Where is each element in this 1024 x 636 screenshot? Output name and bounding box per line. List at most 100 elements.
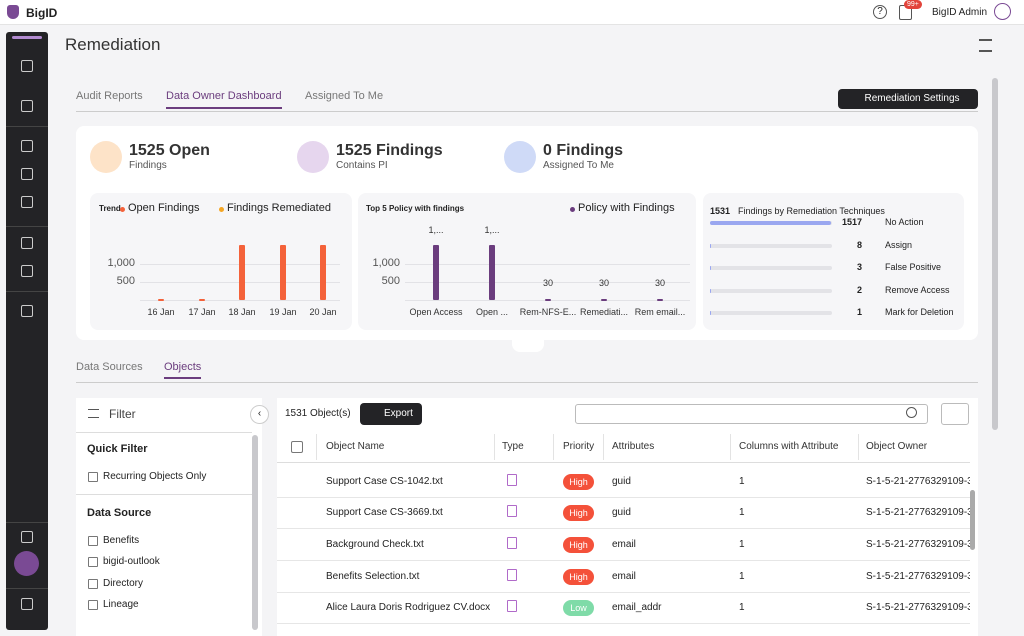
technique-label: False Positive [885,262,942,272]
summary-label: Contains PI [336,160,388,171]
column-header[interactable]: Object Owner [866,441,928,452]
collapse-handle[interactable] [512,340,544,352]
logo[interactable] [7,5,19,19]
collapse-button[interactable]: ‹ [250,405,269,424]
legend-label: Policy with Findings [578,202,675,214]
filter-option[interactable]: Lineage [103,598,139,610]
nav-icon[interactable] [21,305,33,317]
help-icon[interactable]: ? [873,5,887,19]
column-header[interactable]: Attributes [612,441,655,452]
x-tick-label: Open Access [409,307,463,317]
object-name[interactable]: Benefits Selection.txt [326,571,420,582]
checkbox[interactable] [88,578,98,589]
nav-icon[interactable] [21,531,33,543]
nav-icon[interactable] [21,100,33,112]
column-header[interactable]: Columns with Attribute [739,441,839,452]
technique-label: No Action [885,217,924,227]
nav-icon[interactable] [21,237,33,249]
badge: 99+ [904,0,922,9]
object-name[interactable]: Support Case CS-3669.txt [326,507,443,518]
export-button[interactable]: Export [360,403,422,425]
divider [76,432,252,433]
settings-button[interactable]: Remediation Settings [838,89,978,109]
checkbox[interactable] [88,536,98,546]
file-icon [507,474,517,486]
column-header[interactable]: Priority [563,441,595,452]
search-icon[interactable] [906,407,917,418]
filter-option[interactable]: Recurring Objects Only [103,471,207,482]
nav-icon[interactable] [21,168,33,180]
avatar[interactable] [994,3,1011,20]
column-header[interactable]: Type [502,441,524,452]
total: 1531 [710,206,731,216]
sidebar-divider [6,522,48,523]
row-divider [277,497,970,498]
checkbox[interactable] [88,557,98,568]
priority-pill: Low [563,600,594,616]
progress-track [710,244,832,248]
tab[interactable]: Assigned To Me [305,90,384,102]
file-icon [507,600,517,612]
active-nav[interactable] [14,551,39,576]
bar [545,298,551,301]
section-title[interactable]: Quick Filter [87,443,148,455]
value-label: 30 [542,278,553,288]
progress-bar [710,244,711,248]
section-title[interactable]: Data Source [87,507,152,519]
count: 1517 [841,217,862,227]
filter-option[interactable]: Directory [103,577,144,589]
checkbox[interactable] [291,441,303,453]
user-name[interactable]: BigID Admin [932,7,988,18]
tab[interactable]: Data Sources [76,361,143,373]
columns-button[interactable] [941,403,969,425]
sidebar-divider [6,291,48,292]
owner: S-1-5-21-2776329109-3 [866,539,970,550]
object-name[interactable]: Alice Laura Doris Rodriguez CV.docx [326,602,491,613]
object-name[interactable]: Background Check.txt [326,539,424,550]
grid-line [140,300,340,301]
scrollbar[interactable] [252,435,258,630]
column-header[interactable]: Object Name [326,441,385,452]
file-icon [507,569,517,581]
checkbox[interactable] [88,599,98,610]
column-divider [730,434,731,460]
filter-option[interactable]: bigid-outlook [103,556,160,568]
technique-label: Remove Access [885,285,950,295]
nav-icon[interactable] [21,140,33,152]
grid-line [405,281,690,283]
legend-label: Open Findings [128,202,200,214]
bar [489,245,495,300]
filter-option[interactable]: Benefits [103,535,140,546]
nav-icon[interactable] [21,60,33,72]
filter-title: Filter [109,407,136,421]
value-label: 30 [654,278,665,288]
x-tick-label: 19 Jan [269,307,297,317]
bar [433,245,439,300]
attributes: email [612,571,636,582]
sidebar-accent [12,36,42,39]
nav-icon[interactable] [21,265,33,277]
header-divider [277,462,970,463]
tab-active[interactable]: Data Owner Dashboard [166,90,282,109]
summary-icon [504,141,536,173]
top-bar [0,0,1024,25]
scrollbar[interactable] [992,78,998,430]
nav-icon[interactable] [21,598,33,610]
nav-icon[interactable] [21,196,33,208]
summary-value: 1525 Open [129,142,210,159]
policy-panel [358,193,696,330]
tab[interactable]: Audit Reports [76,90,143,102]
tab-active[interactable]: Objects [164,361,202,379]
scrollbar[interactable] [970,490,975,550]
bar [280,244,286,300]
x-tick-label: Remediati... [579,307,629,317]
menu-icon[interactable] [979,39,992,52]
x-tick-label: 18 Jan [228,307,256,317]
checkbox[interactable] [88,472,98,482]
search-box[interactable] [575,404,928,424]
count: 1 [856,307,862,317]
filter-icon [88,409,99,418]
technique-label: Mark for Deletion [885,307,954,317]
summary-label: Assigned To Me [543,160,614,171]
object-name[interactable]: Support Case CS-1042.txt [326,476,443,487]
